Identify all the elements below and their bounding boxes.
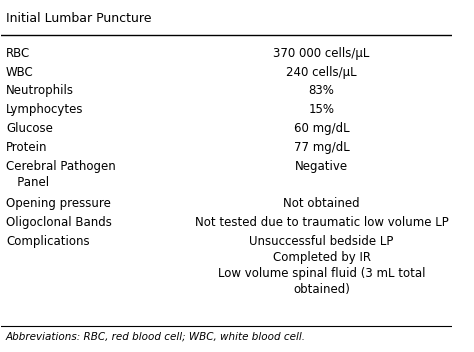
Text: Protein: Protein <box>6 141 47 154</box>
Text: Opening pressure: Opening pressure <box>6 197 111 210</box>
Text: RBC: RBC <box>6 47 30 60</box>
Text: Unsuccessful bedside LP
Completed by IR
Low volume spinal fluid (3 mL total
obta: Unsuccessful bedside LP Completed by IR … <box>218 235 425 296</box>
Text: Neutrophils: Neutrophils <box>6 84 74 98</box>
Text: Oligoclonal Bands: Oligoclonal Bands <box>6 216 112 229</box>
Text: Not tested due to traumatic low volume LP: Not tested due to traumatic low volume L… <box>195 216 448 229</box>
Text: Negative: Negative <box>295 160 348 173</box>
Text: WBC: WBC <box>6 65 34 78</box>
Text: Complications: Complications <box>6 235 90 248</box>
Text: 240 cells/μL: 240 cells/μL <box>286 65 357 78</box>
Text: Initial Lumbar Puncture: Initial Lumbar Puncture <box>6 12 151 25</box>
Text: 60 mg/dL: 60 mg/dL <box>294 122 349 135</box>
Text: 77 mg/dL: 77 mg/dL <box>293 141 349 154</box>
Text: 370 000 cells/μL: 370 000 cells/μL <box>273 47 370 60</box>
Text: 83%: 83% <box>309 84 335 98</box>
Text: Glucose: Glucose <box>6 122 53 135</box>
Text: 15%: 15% <box>309 103 335 116</box>
Text: Lymphocytes: Lymphocytes <box>6 103 83 116</box>
Text: Not obtained: Not obtained <box>283 197 360 210</box>
Text: Cerebral Pathogen
   Panel: Cerebral Pathogen Panel <box>6 160 116 189</box>
Text: Abbreviations: RBC, red blood cell; WBC, white blood cell.: Abbreviations: RBC, red blood cell; WBC,… <box>6 331 306 341</box>
